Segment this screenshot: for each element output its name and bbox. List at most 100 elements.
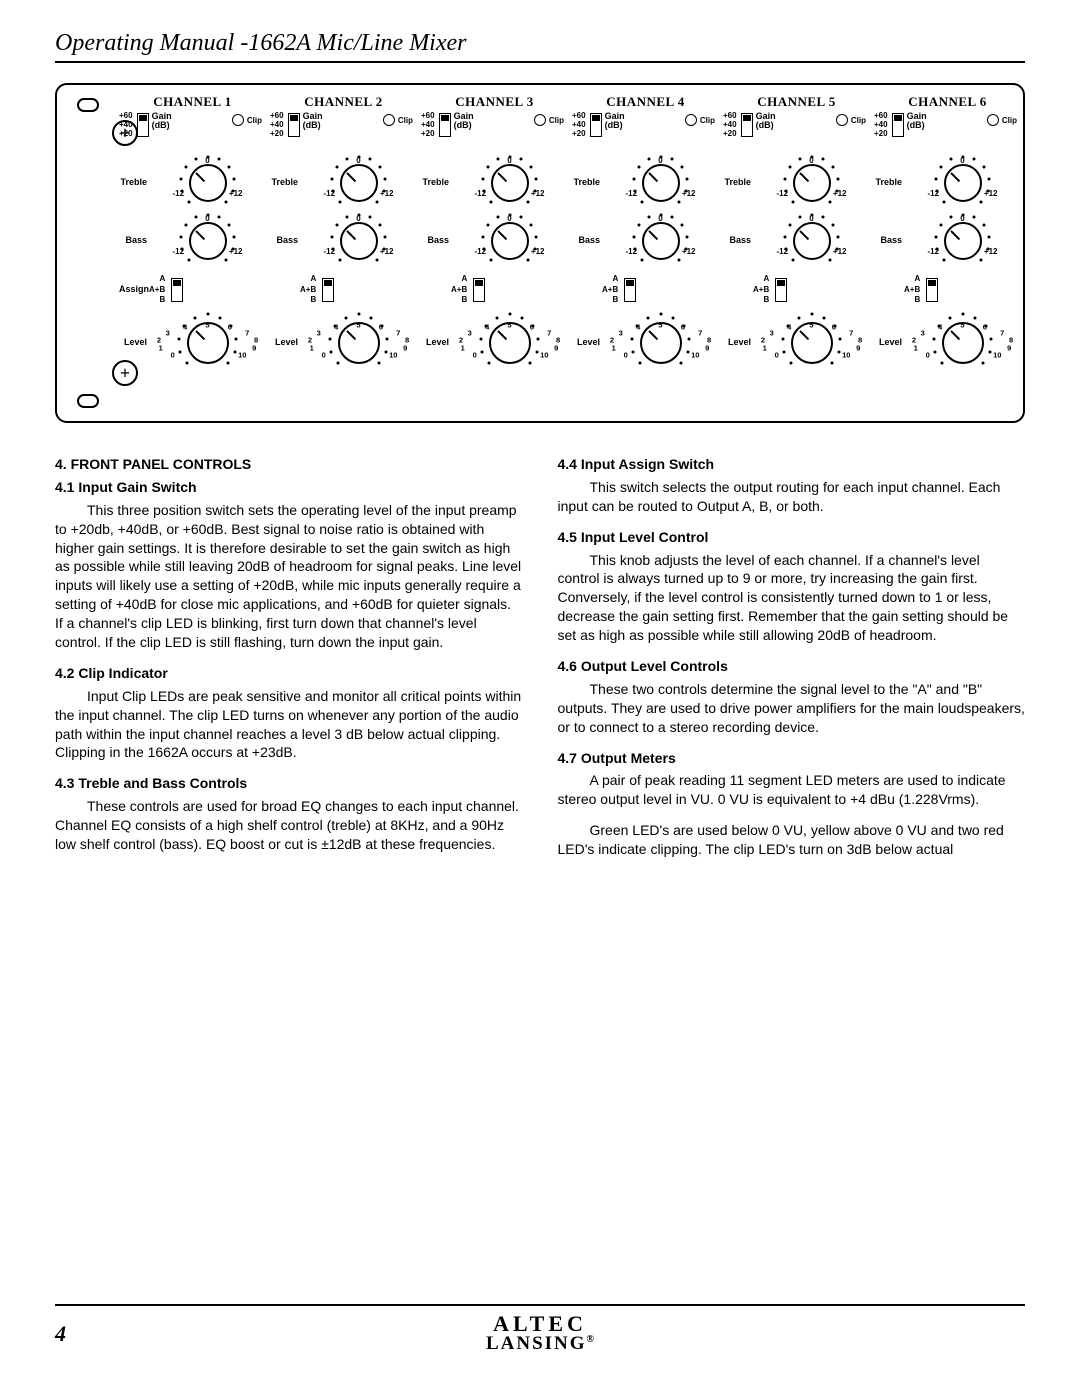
clip-indicator: Clip	[383, 114, 413, 126]
treble-row: Treble 0 -12 +12	[572, 154, 719, 212]
treble-knob[interactable]: 0 -12 +12	[189, 164, 227, 202]
section-heading: 4.1 Input Gain Switch	[55, 478, 523, 497]
assign-row: Assign AA+BB	[119, 270, 266, 310]
clip-led-icon	[383, 114, 395, 126]
assign-row: AA+BB	[874, 270, 1021, 310]
paragraph: These two controls determine the signal …	[558, 680, 1026, 737]
channel-title: CHANNEL 4	[572, 94, 719, 110]
treble-knob[interactable]: 0 -12 +12	[944, 164, 982, 202]
gain-label: Gain(dB)	[602, 112, 630, 131]
assign-switch[interactable]	[171, 278, 183, 302]
assign-switch[interactable]	[926, 278, 938, 302]
brand-logo: ALTEC LANSING	[95, 1314, 985, 1353]
gain-switch-labels: +60+40+20	[270, 112, 286, 138]
section-heading: 4.4 Input Assign Switch	[558, 455, 1026, 474]
treble-row: Treble 0 -12 +12	[421, 154, 568, 212]
section-heading: 4.7 Output Meters	[558, 749, 1026, 768]
channel-1: CHANNEL 1 +60+40+20 Gain(dB) Clip Treble…	[117, 90, 268, 416]
gain-switch[interactable]	[439, 113, 451, 137]
bass-label: Bass	[119, 236, 149, 245]
brand-top: ALTEC	[95, 1314, 985, 1335]
assign-switch[interactable]	[473, 278, 485, 302]
treble-knob[interactable]: 0 -12 +12	[793, 164, 831, 202]
right-column: 4.4 Input Assign SwitchThis switch selec…	[558, 451, 1026, 871]
assign-row-label: Assign	[119, 285, 149, 294]
gain-row: +60+40+20 Gain(dB) Clip	[119, 112, 266, 154]
treble-knob[interactable]: 0 -12 +12	[340, 164, 378, 202]
channels-container: CHANNEL 1 +60+40+20 Gain(dB) Clip Treble…	[117, 90, 1023, 416]
section-heading: 4. FRONT PANEL CONTROLS	[55, 455, 523, 474]
gain-switch[interactable]	[590, 113, 602, 137]
gain-switch[interactable]	[137, 113, 149, 137]
gain-switch[interactable]	[288, 113, 300, 137]
treble-label: Treble	[874, 178, 904, 187]
treble-label: Treble	[572, 178, 602, 187]
clip-indicator: Clip	[534, 114, 564, 126]
level-label: Level	[572, 338, 602, 347]
assign-labels: AA+BB	[149, 274, 168, 305]
gain-switch[interactable]	[892, 113, 904, 137]
bass-knob[interactable]: 0 -12 +12	[642, 222, 680, 260]
page-title: Operating Manual -1662A Mic/Line Mixer	[55, 30, 1025, 63]
level-label: Level	[119, 338, 149, 347]
paragraph: A pair of peak reading 11 segment LED me…	[558, 771, 1026, 809]
treble-label: Treble	[723, 178, 753, 187]
gain-label: Gain(dB)	[149, 112, 177, 131]
treble-knob[interactable]: 0 -12 +12	[642, 164, 680, 202]
channel-3: CHANNEL 3 +60+40+20 Gain(dB) Clip Treble…	[419, 90, 570, 416]
gain-row: +60+40+20 Gain(dB) Clip	[572, 112, 719, 154]
clip-led-icon	[836, 114, 848, 126]
assign-row: AA+BB	[723, 270, 870, 310]
gain-row: +60+40+20 Gain(dB) Clip	[270, 112, 417, 154]
treble-row: Treble 0 -12 +12	[270, 154, 417, 212]
treble-row: Treble 0 -12 +12	[723, 154, 870, 212]
bass-knob[interactable]: 0 -12 +12	[189, 222, 227, 260]
level-row: Level 012345678910	[874, 310, 1021, 376]
bass-row: Bass 0 -12 +12	[723, 212, 870, 270]
clip-led-icon	[987, 114, 999, 126]
paragraph: This three position switch sets the oper…	[55, 501, 523, 652]
treble-knob[interactable]: 0 -12 +12	[491, 164, 529, 202]
section-heading: 4.3 Treble and Bass Controls	[55, 774, 523, 793]
paragraph: This knob adjusts the level of each chan…	[558, 551, 1026, 645]
bass-label: Bass	[270, 236, 300, 245]
gain-switch[interactable]	[741, 113, 753, 137]
bass-label: Bass	[723, 236, 753, 245]
assign-switch[interactable]	[624, 278, 636, 302]
paragraph: Green LED's are used below 0 VU, yellow …	[558, 821, 1026, 859]
gain-row: +60+40+20 Gain(dB) Clip	[421, 112, 568, 154]
level-row: Level 012345678910	[723, 310, 870, 376]
bass-knob[interactable]: 0 -12 +12	[944, 222, 982, 260]
gain-label: Gain(dB)	[904, 112, 932, 131]
level-label: Level	[874, 338, 904, 347]
clip-led-icon	[232, 114, 244, 126]
section-heading: 4.2 Clip Indicator	[55, 664, 523, 683]
assign-row: AA+BB	[421, 270, 568, 310]
assign-switch[interactable]	[775, 278, 787, 302]
clip-led-icon	[534, 114, 546, 126]
gain-switch-labels: +60+40+20	[572, 112, 588, 138]
paragraph: Input Clip LEDs are peak sensitive and m…	[55, 687, 523, 763]
gain-switch-labels: +60+40+20	[421, 112, 437, 138]
clip-indicator: Clip	[685, 114, 715, 126]
bass-label: Bass	[572, 236, 602, 245]
assign-labels: AA+BB	[904, 274, 923, 305]
bass-knob[interactable]: 0 -12 +12	[491, 222, 529, 260]
level-row: Level 012345678910	[119, 310, 266, 376]
gain-switch-labels: +60+40+20	[723, 112, 739, 138]
treble-label: Treble	[421, 178, 451, 187]
level-label: Level	[270, 338, 300, 347]
bass-row: Bass 0 -12 +12	[572, 212, 719, 270]
channel-2: CHANNEL 2 +60+40+20 Gain(dB) Clip Treble…	[268, 90, 419, 416]
page-number: 4	[55, 1321, 95, 1347]
page-footer: 4 ALTEC LANSING	[55, 1304, 1025, 1353]
assign-switch[interactable]	[322, 278, 334, 302]
brand-bottom: LANSING	[95, 1335, 985, 1353]
bass-knob[interactable]: 0 -12 +12	[793, 222, 831, 260]
clip-indicator: Clip	[232, 114, 262, 126]
assign-row: AA+BB	[270, 270, 417, 310]
channel-4: CHANNEL 4 +60+40+20 Gain(dB) Clip Treble…	[570, 90, 721, 416]
assign-labels: AA+BB	[300, 274, 319, 305]
bass-knob[interactable]: 0 -12 +12	[340, 222, 378, 260]
level-label: Level	[421, 338, 451, 347]
